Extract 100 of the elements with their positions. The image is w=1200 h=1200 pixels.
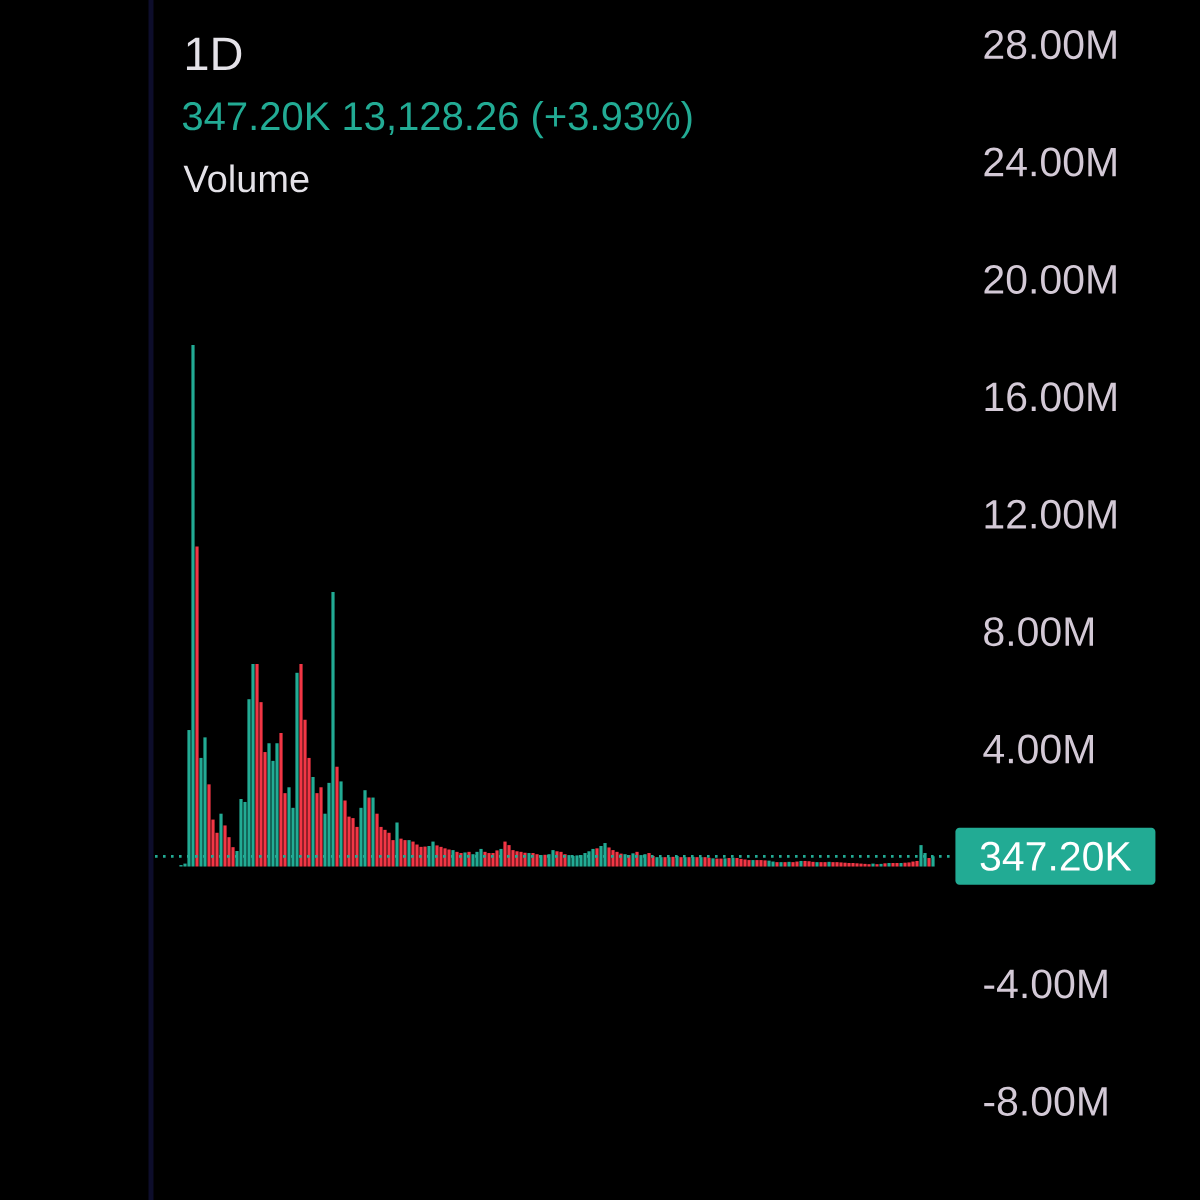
bar: [255, 663, 259, 867]
y-tick-label: 4.00M: [983, 734, 1093, 764]
bar: [875, 864, 879, 867]
bar: [279, 732, 283, 867]
bar: [839, 862, 843, 867]
bar: [827, 861, 831, 867]
bar: [855, 863, 859, 867]
bar: [207, 784, 211, 867]
bar: [719, 858, 723, 867]
bar: [783, 862, 787, 867]
bar: [707, 857, 711, 867]
ref-line-label: 347.20K: [980, 841, 1132, 871]
bar: [367, 797, 371, 867]
bar: [299, 663, 303, 867]
bar: [915, 860, 919, 867]
bar: [663, 857, 667, 867]
bar: [763, 860, 767, 867]
bar: [927, 858, 931, 867]
y-tick-label: -8.00M: [984, 1086, 1107, 1116]
text: 1D: [186, 37, 242, 70]
bar: [503, 841, 507, 867]
bar: [843, 862, 847, 867]
bar: [775, 862, 779, 867]
bar: [711, 858, 715, 867]
bar: [535, 854, 539, 867]
bar: [351, 818, 355, 867]
bar: [411, 841, 415, 867]
bar: [495, 850, 499, 867]
bar: [751, 860, 755, 867]
y-tick-label: 28.00M: [984, 30, 1116, 60]
bar: [679, 857, 683, 867]
bar: [343, 800, 347, 867]
bar: [747, 860, 751, 867]
bar: [759, 860, 763, 867]
bar: [195, 546, 199, 867]
bar: [647, 853, 651, 867]
y-tick-label: 12.00M: [985, 499, 1116, 529]
bar: [799, 860, 803, 867]
bar: [671, 856, 675, 867]
bar: [415, 844, 419, 867]
bar: [223, 825, 227, 867]
text: 347.20K 13,128.26 (+3.93%): [182, 101, 692, 139]
bar: [879, 863, 883, 867]
bar: [727, 858, 731, 867]
bar: [423, 846, 427, 867]
bar: [787, 861, 791, 867]
bar: [883, 863, 887, 867]
bar: [447, 849, 451, 867]
bar: [739, 858, 743, 867]
bar: [771, 861, 775, 867]
bar: [383, 829, 387, 867]
bar: [779, 862, 783, 867]
bar: [695, 857, 699, 867]
bar: [559, 851, 563, 867]
bar: [319, 787, 323, 867]
bar: [439, 846, 443, 867]
bar: [907, 862, 911, 867]
bar: [911, 861, 915, 867]
bar: [819, 862, 823, 867]
y-tick-label: -4.00M: [984, 969, 1107, 999]
bar: [703, 857, 707, 867]
bar: [455, 851, 459, 867]
bar: [607, 847, 611, 867]
bar: [891, 863, 895, 867]
bar: [851, 863, 855, 867]
bar: [399, 838, 403, 867]
bar: [687, 857, 691, 867]
bar: [403, 840, 407, 867]
bar: [375, 813, 379, 867]
bar: [387, 832, 391, 867]
bar: [899, 863, 903, 867]
bar: [735, 858, 739, 867]
bar: [335, 766, 339, 867]
bar: [887, 863, 891, 867]
bar: [807, 861, 811, 867]
bar: [715, 858, 719, 867]
bar: [811, 861, 815, 867]
y-tick-label: 20.00M: [984, 264, 1116, 294]
bar: [615, 851, 619, 867]
bar: [859, 863, 863, 867]
bar: [743, 859, 747, 867]
bar: [823, 862, 827, 867]
bar: [863, 863, 867, 867]
bar: [831, 862, 835, 867]
bar: [791, 862, 795, 867]
bar: [815, 862, 819, 867]
bar: [903, 862, 907, 867]
bar: [543, 854, 547, 867]
bar: [795, 861, 799, 867]
bar: [867, 864, 871, 867]
bar: [487, 853, 491, 867]
y-tick-label: 8.00M: [984, 617, 1093, 647]
bar: [871, 863, 875, 867]
bar: [803, 860, 807, 867]
y-tick-label: 16.00M: [985, 382, 1116, 412]
bar: [755, 860, 759, 867]
bar: [519, 851, 523, 867]
bar: [895, 863, 899, 867]
bar: [767, 860, 771, 867]
bar: [847, 863, 851, 867]
